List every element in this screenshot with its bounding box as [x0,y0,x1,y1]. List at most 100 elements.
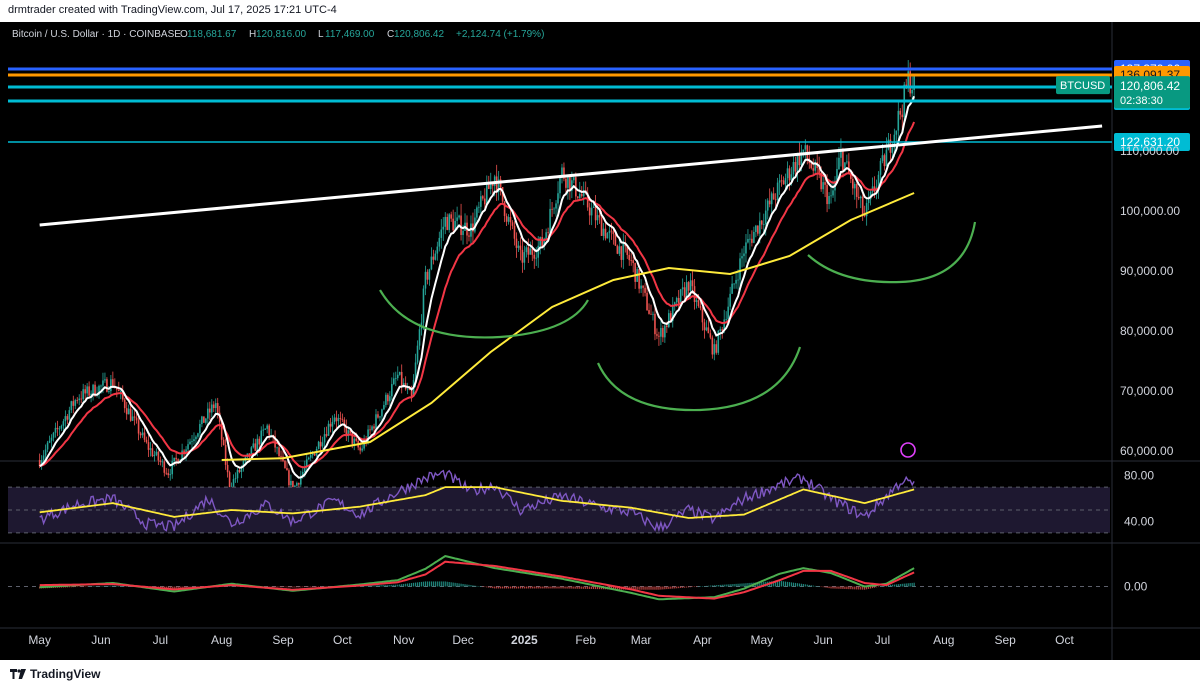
macd-hist-bar [875,586,878,588]
candle-body [161,461,164,463]
candle-body [537,245,540,258]
macd-hist-bar [711,585,713,587]
candle-body [883,155,886,167]
macd-hist-bar [674,586,676,589]
macd-hist-bar [498,586,500,589]
macd-hist-bar [591,586,593,590]
candle-body [703,322,706,331]
macd-hist-bar [274,586,276,588]
candle-body [705,327,708,331]
candle-body [145,439,148,443]
macd-hist-bar [280,586,282,588]
macd-hist-bar [784,581,787,587]
candle-body [199,424,201,434]
macd-hist-bar [395,584,397,587]
macd-hist-bar [583,586,585,589]
candle-body [729,293,731,307]
candle-body [127,408,130,415]
candle-body [137,420,140,434]
candle-body [867,199,870,204]
candle-body [853,183,856,189]
candle-body [268,425,270,436]
candle-body [448,214,450,230]
candle-body [893,134,896,148]
time-axis-tick: Feb [575,633,596,647]
candle-body [575,177,577,197]
candle-body [620,246,623,260]
candle-body [290,480,292,486]
candle-body [804,145,807,150]
macd-hist-bar [464,584,466,587]
candle-body [491,183,494,186]
last-price-label: 120,806.42 [1120,79,1180,93]
candle-body [503,201,506,216]
candle-body [612,231,615,235]
candle-body [313,453,316,456]
footer-bar: TradingView [0,660,1200,688]
candle-body [895,130,898,135]
candle-body [511,222,514,226]
candle-body [458,215,460,218]
macd-hist-bar [733,583,735,587]
candle-body [129,408,132,421]
candle-body [796,154,799,172]
macd-hist-bar [438,581,440,587]
candle-body [529,248,532,255]
macd-hist-bar [638,586,640,590]
macd-hist-bar [749,582,751,587]
macd-hist-bar [587,586,589,589]
macd-hist-bar [319,586,322,588]
candle-body [580,193,583,197]
macd-hist-bar [126,586,128,587]
candle-body [175,457,177,460]
macd-hist-bar [58,586,61,588]
candle-body [828,196,830,205]
macd-hist-bar [678,586,680,589]
macd-hist-bar [169,586,171,589]
candle-body [250,447,253,457]
candle-body [252,443,255,448]
ohlc-value: +2,124.74 (+1.79%) [456,29,544,40]
candle-body [553,208,555,210]
macd-hist-bar [74,586,76,588]
price-level-tag [1114,133,1190,151]
macd-hist-bar [747,583,749,587]
candle-body [830,195,832,197]
candle-body [177,459,179,464]
candle-body [782,180,785,185]
candle-body [745,242,747,254]
macd-hist-bar [114,585,116,587]
candle-body [234,478,237,480]
candle-body [256,438,259,451]
candle-body [701,308,704,323]
chart-svg[interactable]: 137,370.06136,091.37133,676.37131,032.85… [0,22,1200,660]
candle-body [58,428,61,430]
candle-body [487,182,490,189]
candle-body [675,297,678,303]
candle-body [402,382,405,386]
chart-area[interactable]: 137,370.06136,091.37133,676.37131,032.85… [0,22,1200,660]
candle-body [301,472,304,477]
macd-hist-bar [725,584,727,587]
macd-hist-bar [595,586,597,590]
candle-body [193,439,195,442]
candle-body [353,438,356,444]
macd-hist-bar [840,586,842,589]
candle-body [673,302,676,305]
candle-body [865,203,868,217]
candle-body [881,155,884,161]
candle-body [278,447,280,457]
macd-hist-bar [371,585,373,587]
macd-hist-bar [171,586,173,589]
macd-hist-bar [496,586,498,589]
candle-body [640,285,642,289]
candle-body [855,183,858,197]
macd-hist-bar [306,586,308,588]
macd-hist-bar [870,586,872,589]
candle-body [222,439,225,446]
macd-axis-tick: 0.00 [1124,580,1148,594]
candle-body [406,388,409,390]
candle-body [64,416,67,422]
macd-hist-bar [824,586,826,588]
macd-hist-bar [466,584,468,587]
